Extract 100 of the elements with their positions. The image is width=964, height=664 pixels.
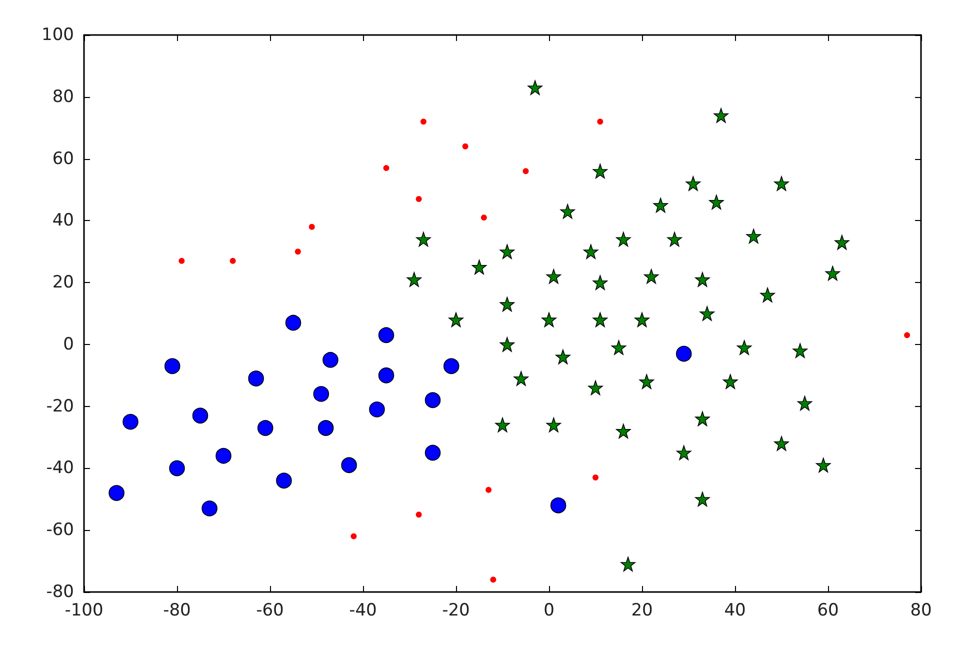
y-tick-label: -40	[46, 458, 74, 478]
y-tick-label: 80	[52, 86, 74, 107]
y-tick-label: -20	[46, 396, 74, 416]
point	[285, 314, 302, 331]
point	[248, 370, 264, 386]
point	[313, 386, 330, 402]
point	[490, 576, 496, 583]
point	[546, 268, 562, 284]
point	[276, 472, 292, 488]
x-tick-label: 40	[724, 600, 746, 620]
point	[462, 143, 468, 150]
point	[774, 436, 789, 451]
point	[592, 312, 608, 328]
point	[825, 266, 840, 281]
point	[797, 396, 812, 411]
point	[500, 244, 515, 260]
y-tick-label: -60	[46, 520, 74, 540]
y-tick-label: 60	[52, 148, 74, 169]
point	[216, 448, 232, 464]
point	[424, 392, 441, 408]
point	[416, 232, 431, 247]
point	[583, 244, 598, 260]
point	[616, 232, 631, 247]
point	[714, 108, 728, 123]
point	[500, 296, 515, 312]
point	[597, 118, 604, 125]
y-tick-label: 20	[52, 272, 74, 293]
point	[416, 196, 422, 202]
point	[550, 497, 566, 514]
point	[406, 272, 422, 287]
point	[169, 460, 185, 476]
point	[308, 224, 315, 230]
point	[514, 371, 528, 386]
point	[620, 556, 636, 572]
x-tick-label: -80	[163, 600, 191, 620]
point	[472, 260, 487, 274]
x-tick-label: -40	[349, 600, 377, 620]
point	[369, 402, 385, 418]
point	[341, 457, 357, 474]
point	[588, 380, 603, 396]
point	[686, 176, 701, 191]
point	[834, 234, 850, 250]
point	[294, 248, 301, 255]
point	[522, 168, 529, 174]
point	[695, 411, 710, 426]
point	[667, 232, 682, 247]
point	[542, 312, 556, 328]
point	[760, 288, 775, 302]
y-tick-label: 100	[42, 25, 74, 45]
point	[178, 258, 185, 264]
point	[416, 512, 422, 518]
point	[495, 418, 510, 432]
point	[486, 486, 492, 493]
point	[639, 374, 654, 389]
point	[560, 204, 575, 219]
x-tick-label: -20	[442, 600, 470, 620]
point	[644, 268, 659, 284]
point	[736, 340, 752, 355]
point	[700, 306, 714, 321]
point	[634, 312, 650, 328]
point	[695, 492, 710, 507]
point	[611, 340, 626, 355]
y-tick-label: 0	[63, 334, 74, 354]
point	[164, 358, 180, 374]
x-tick-label: -60	[256, 600, 284, 620]
point	[192, 408, 208, 424]
point	[592, 275, 608, 290]
point	[500, 337, 515, 352]
point	[528, 80, 542, 96]
point	[816, 458, 831, 473]
x-tick-label: 80	[910, 600, 932, 620]
point	[695, 272, 710, 287]
point	[378, 327, 394, 344]
point	[774, 176, 789, 191]
point	[616, 424, 631, 438]
point	[676, 346, 692, 362]
point	[122, 414, 138, 430]
point	[709, 194, 724, 210]
point	[746, 228, 761, 244]
x-tick-label: 20	[631, 600, 653, 620]
point	[448, 312, 464, 328]
x-tick-label: 60	[817, 600, 839, 620]
point	[904, 332, 910, 338]
point	[653, 198, 668, 213]
point	[257, 420, 274, 436]
point	[556, 349, 570, 364]
point	[424, 444, 441, 461]
point	[592, 474, 598, 481]
point	[420, 118, 426, 125]
point	[480, 214, 487, 221]
point	[322, 352, 338, 368]
point	[676, 445, 692, 460]
point	[230, 258, 236, 264]
point	[378, 367, 394, 384]
y-tick-label: 40	[52, 210, 74, 231]
point	[546, 418, 562, 432]
point	[722, 374, 738, 389]
point	[592, 164, 608, 179]
y-tick-label: -80	[46, 582, 74, 602]
point	[792, 343, 808, 358]
